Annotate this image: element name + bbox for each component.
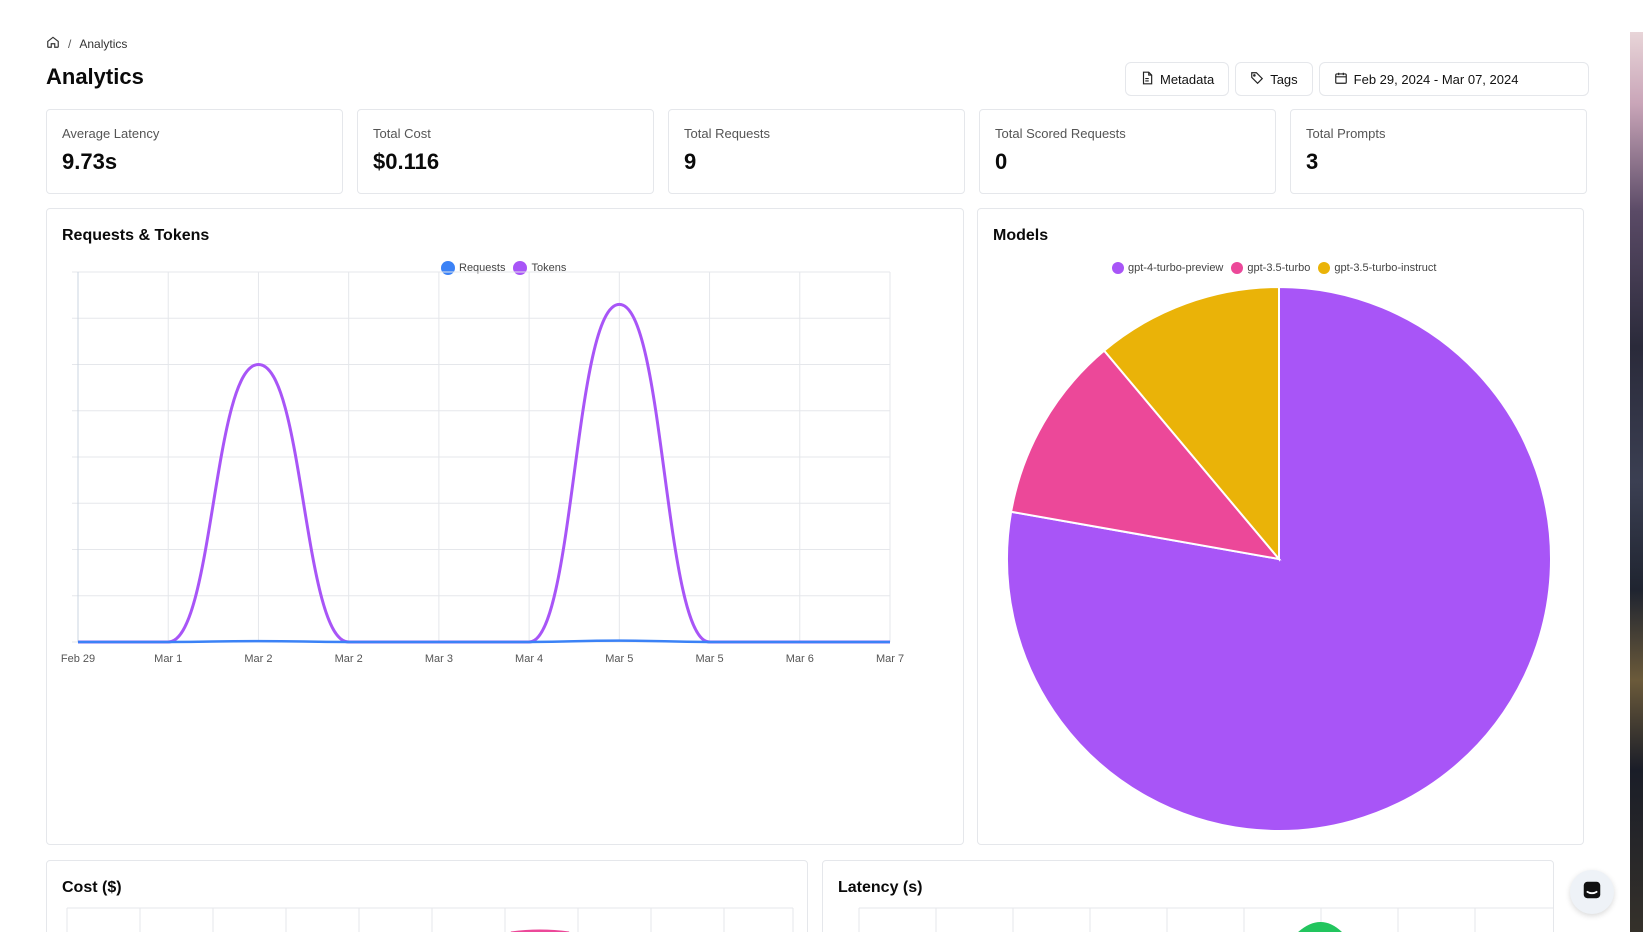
date-range-label: Feb 29, 2024 - Mar 07, 2024: [1353, 71, 1519, 87]
legend-item-gpt-4-turbo-preview[interactable]: gpt-4-turbo-preview: [1112, 262, 1223, 274]
cost-line: [510, 929, 570, 932]
x-tick-label: Mar 5: [695, 653, 723, 665]
models-pie-chart: [1006, 285, 1552, 832]
requests-tokens-chart: Feb 29 Mar 1 Mar 2 Mar 2 Mar 3 Mar 4 Mar 5 Mar …: [61, 271, 904, 665]
stat-value: $0.116: [373, 149, 440, 174]
pie-slice-gpt-3-5-turbo[interactable]: [1009, 349, 1282, 561]
metadata-button[interactable]: Metadata: [1125, 62, 1230, 96]
legend-swatch: [1112, 262, 1124, 274]
stat-value: 0: [995, 149, 1008, 174]
cost-chart-grid: [66, 907, 794, 932]
x-tick-label: Mar 4: [515, 653, 543, 665]
x-tick-label: Mar 7: [876, 653, 904, 665]
stat-label: Total Cost: [373, 126, 431, 141]
legend-item-gpt-3-5-turbo-instruct[interactable]: gpt-3.5-turbo-instruct: [1318, 262, 1436, 274]
x-tick-label: Mar 5: [605, 653, 633, 665]
legend-swatch: [1231, 262, 1244, 274]
card-title: Cost ($): [62, 879, 122, 896]
legend-label: gpt-3.5-turbo: [1247, 262, 1311, 274]
document-icon: [1140, 71, 1154, 88]
x-tick-label: Mar 3: [425, 653, 453, 665]
stats-row: Average Latency 9.73s Total Cost $0.116 …: [46, 109, 1587, 194]
stat-label: Total Scored Requests: [995, 126, 1126, 141]
x-tick-label: Mar 2: [244, 653, 272, 665]
window-edge-background: [1630, 32, 1643, 932]
date-range-picker[interactable]: Feb 29, 2024 - Mar 07, 2024: [1318, 62, 1589, 96]
stat-card-total-prompts: Total Prompts 3: [1290, 109, 1587, 194]
cost-card: Cost ($): [46, 860, 808, 932]
tags-button[interactable]: Tags: [1235, 62, 1313, 96]
stat-card-total-cost: Total Cost $0.116: [357, 109, 654, 194]
stat-label: Total Prompts: [1306, 126, 1386, 141]
legend-label: Requests: [459, 262, 506, 274]
legend-label: gpt-4-turbo-preview: [1128, 262, 1224, 274]
card-title: Models: [993, 227, 1049, 244]
models-card: Models gpt-4-turbo-preview gpt-3.5-turbo…: [977, 208, 1584, 845]
series-line-tokens[interactable]: [77, 302, 890, 644]
x-tick-label: Feb 29: [61, 653, 95, 665]
x-tick-label: Mar 1: [154, 653, 182, 665]
pie-slice-gpt-3-5-turbo-instruct[interactable]: [1102, 285, 1280, 562]
requests-tokens-card: Requests & Tokens Requests Tokens Feb 29…: [46, 208, 964, 845]
breadcrumb: / Analytics: [46, 35, 127, 52]
legend-item-gpt-3-5-turbo[interactable]: gpt-3.5-turbo: [1231, 262, 1310, 274]
stat-label: Total Requests: [684, 126, 770, 141]
chart-grid: [72, 271, 891, 643]
pie-legend: gpt-4-turbo-preview gpt-3.5-turbo gpt-3.…: [1112, 262, 1436, 274]
stat-card-total-scored-requests: Total Scored Requests 0: [979, 109, 1276, 194]
x-tick-label: Mar 6: [786, 653, 814, 665]
legend-label: gpt-3.5-turbo-instruct: [1334, 262, 1437, 274]
latency-chart-grid: [858, 907, 1553, 932]
chat-support-button[interactable]: [1570, 870, 1614, 914]
latency-area: [1298, 922, 1342, 932]
card-title: Requests & Tokens: [62, 227, 210, 244]
chat-icon: [1581, 879, 1603, 906]
stat-value: 9: [684, 149, 697, 174]
x-tick-label: Mar 2: [335, 653, 363, 665]
stat-card-total-requests: Total Requests 9: [668, 109, 965, 194]
latency-card: Latency (s): [822, 860, 1554, 932]
legend-swatch: [1318, 262, 1331, 274]
tags-label: Tags: [1270, 71, 1298, 87]
tag-icon: [1250, 71, 1264, 88]
stat-label: Average Latency: [62, 126, 160, 141]
card-title: Latency (s): [838, 879, 923, 896]
home-icon[interactable]: [46, 35, 60, 52]
stat-card-average-latency: Average Latency 9.73s: [46, 109, 343, 194]
breadcrumb-current[interactable]: Analytics: [79, 36, 128, 51]
legend-label: Tokens: [531, 262, 567, 274]
stat-value: 9.73s: [62, 149, 118, 174]
page-title: Analytics: [46, 64, 144, 89]
stat-value: 3: [1306, 149, 1319, 174]
series-line-requests[interactable]: [77, 639, 890, 644]
metadata-label: Metadata: [1160, 71, 1215, 87]
breadcrumb-separator: /: [68, 36, 72, 51]
calendar-icon: [1334, 71, 1348, 88]
toolbar: Metadata Tags Feb 29, 2024 - Mar 07, 202…: [1125, 62, 1589, 96]
